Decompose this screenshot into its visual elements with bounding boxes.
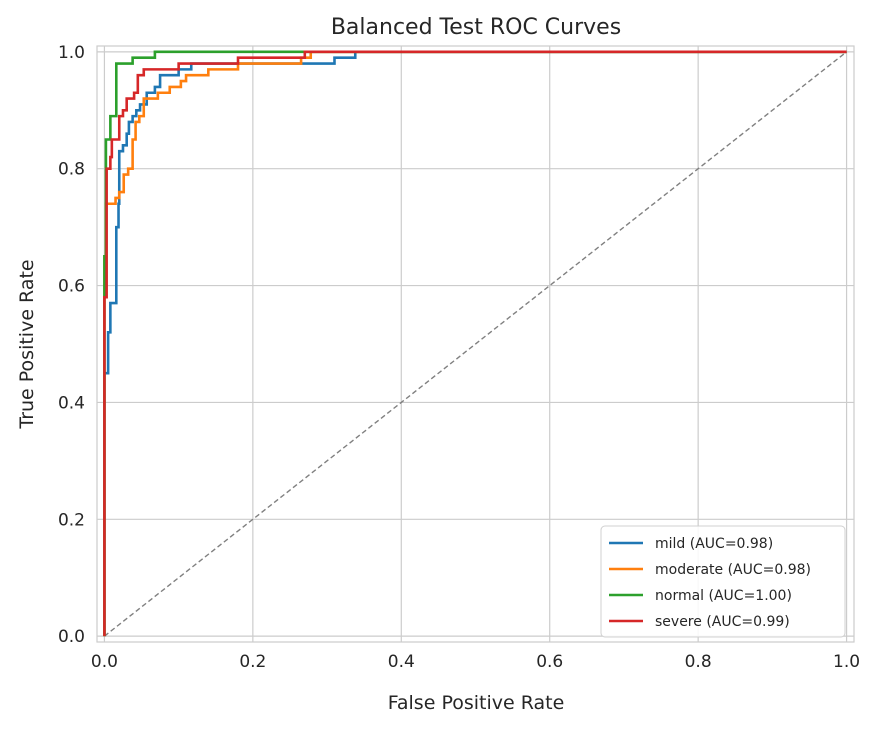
legend-label-normal: normal (AUC=1.00) — [655, 588, 792, 604]
x-tick-label: 0.8 — [685, 652, 712, 672]
chance-line — [103, 51, 848, 637]
y-tick-label: 0.0 — [58, 627, 85, 647]
tick-labels: 0.0 0.2 0.4 0.6 0.8 1.0 0.0 0.2 0.4 0.6 0.8 1.0 — [58, 43, 860, 672]
x-tick-label: 1.0 — [833, 652, 860, 672]
roc-line-severe — [103, 50, 847, 637]
legend: mild (AUC=0.98) moderate (AUC=0.98) norm… — [600, 525, 846, 638]
x-tick-label: 0.2 — [239, 652, 266, 672]
y-tick-label: 1.0 — [58, 43, 85, 63]
y-tick-label: 0.2 — [58, 510, 85, 530]
baseline-diagonal — [103, 51, 848, 637]
roc-series — [103, 50, 847, 637]
legend-label-severe: severe (AUC=0.99) — [655, 614, 790, 630]
y-tick-label: 0.8 — [58, 160, 85, 180]
x-tick-label: 0.0 — [91, 652, 118, 672]
roc-line-mild — [103, 50, 847, 637]
x-tick-label: 0.6 — [536, 652, 563, 672]
y-axis-label: True Positive Rate — [16, 259, 38, 429]
legend-label-moderate: moderate (AUC=0.98) — [655, 562, 811, 578]
x-tick-label: 0.4 — [388, 652, 415, 672]
legend-label-mild: mild (AUC=0.98) — [655, 536, 773, 552]
chart-title: Balanced Test ROC Curves — [331, 15, 621, 40]
roc-line-moderate — [103, 50, 847, 637]
y-tick-label: 0.4 — [58, 393, 85, 413]
legend-box — [600, 525, 846, 638]
y-tick-label: 0.6 — [58, 277, 85, 297]
x-axis-label: False Positive Rate — [388, 692, 565, 714]
